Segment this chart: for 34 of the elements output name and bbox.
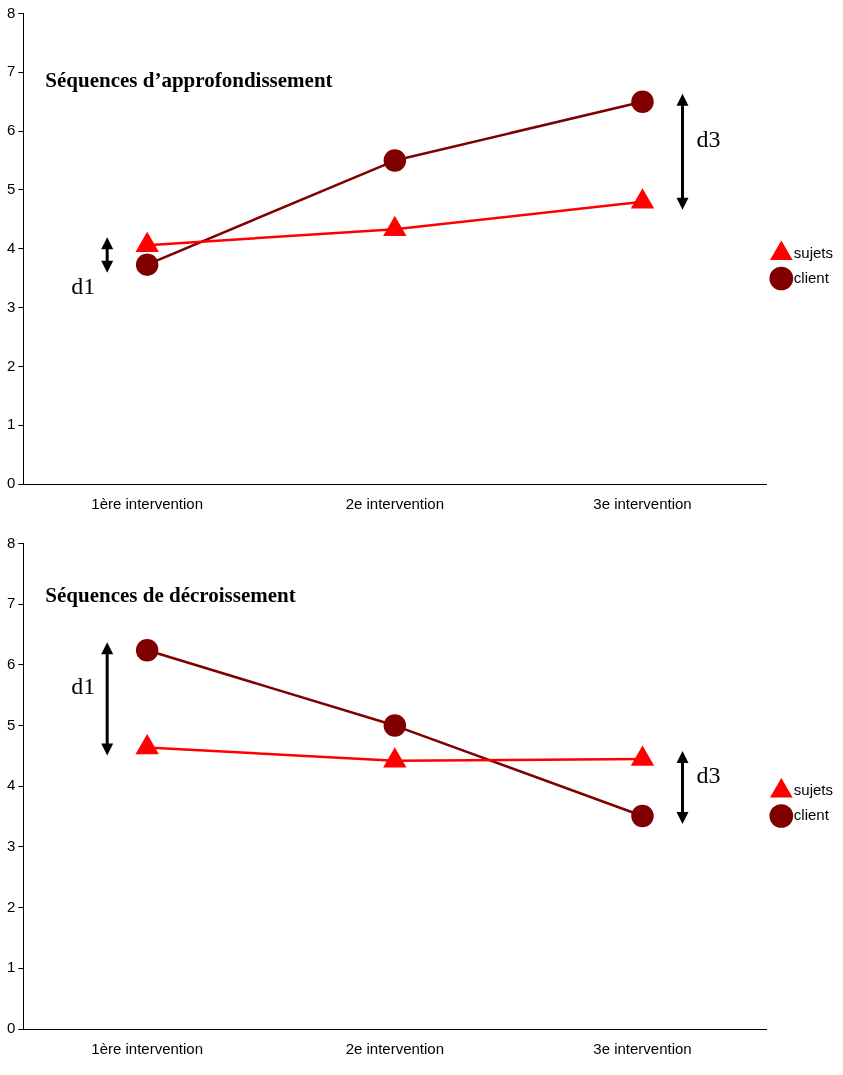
y-tick-label: 4	[7, 238, 16, 256]
x-tick-label: 2e intervention	[345, 1040, 445, 1058]
x-tick-label: 3e intervention	[593, 495, 692, 513]
y-tick-label: 1	[7, 415, 16, 433]
y-tick-label: 8	[7, 3, 16, 21]
y-tick-label: 4	[7, 776, 16, 794]
legend-label: sujets	[793, 781, 833, 799]
y-tick-label: 3	[7, 837, 16, 855]
y-tick-label: 0	[7, 1019, 16, 1037]
y-tick-label: 5	[7, 715, 16, 733]
y-tick-label: 6	[7, 655, 16, 673]
x-tick-label: 1ère intervention	[91, 495, 204, 513]
annotation: d1	[71, 273, 96, 300]
annotation: d1	[71, 673, 96, 700]
y-tick-label: 5	[7, 180, 16, 198]
legend-label: sujets	[793, 243, 833, 261]
y-tick-label: 1	[7, 958, 16, 976]
text: Séquences d’approfondissement	[45, 67, 333, 92]
x-tick-label: 1ère intervention	[91, 1040, 204, 1058]
y-tick-label: 2	[7, 356, 16, 374]
y-tick-label: 0	[7, 474, 16, 492]
y-tick-label: 7	[7, 594, 16, 612]
y-tick-label: 2	[7, 897, 16, 915]
x-tick-label: 3e intervention	[593, 1040, 692, 1058]
legend-label: client	[793, 268, 830, 286]
annotation: d3	[696, 126, 721, 153]
y-tick-label: 8	[7, 533, 16, 551]
legend-label: client	[793, 806, 830, 824]
y-tick-label: 7	[7, 62, 16, 80]
y-tick-label: 6	[7, 121, 16, 139]
x-tick-label: 2e intervention	[345, 495, 445, 513]
text: Séquences de décroissement	[45, 582, 296, 607]
annotation: d3	[696, 761, 721, 788]
y-tick-label: 3	[7, 297, 16, 315]
